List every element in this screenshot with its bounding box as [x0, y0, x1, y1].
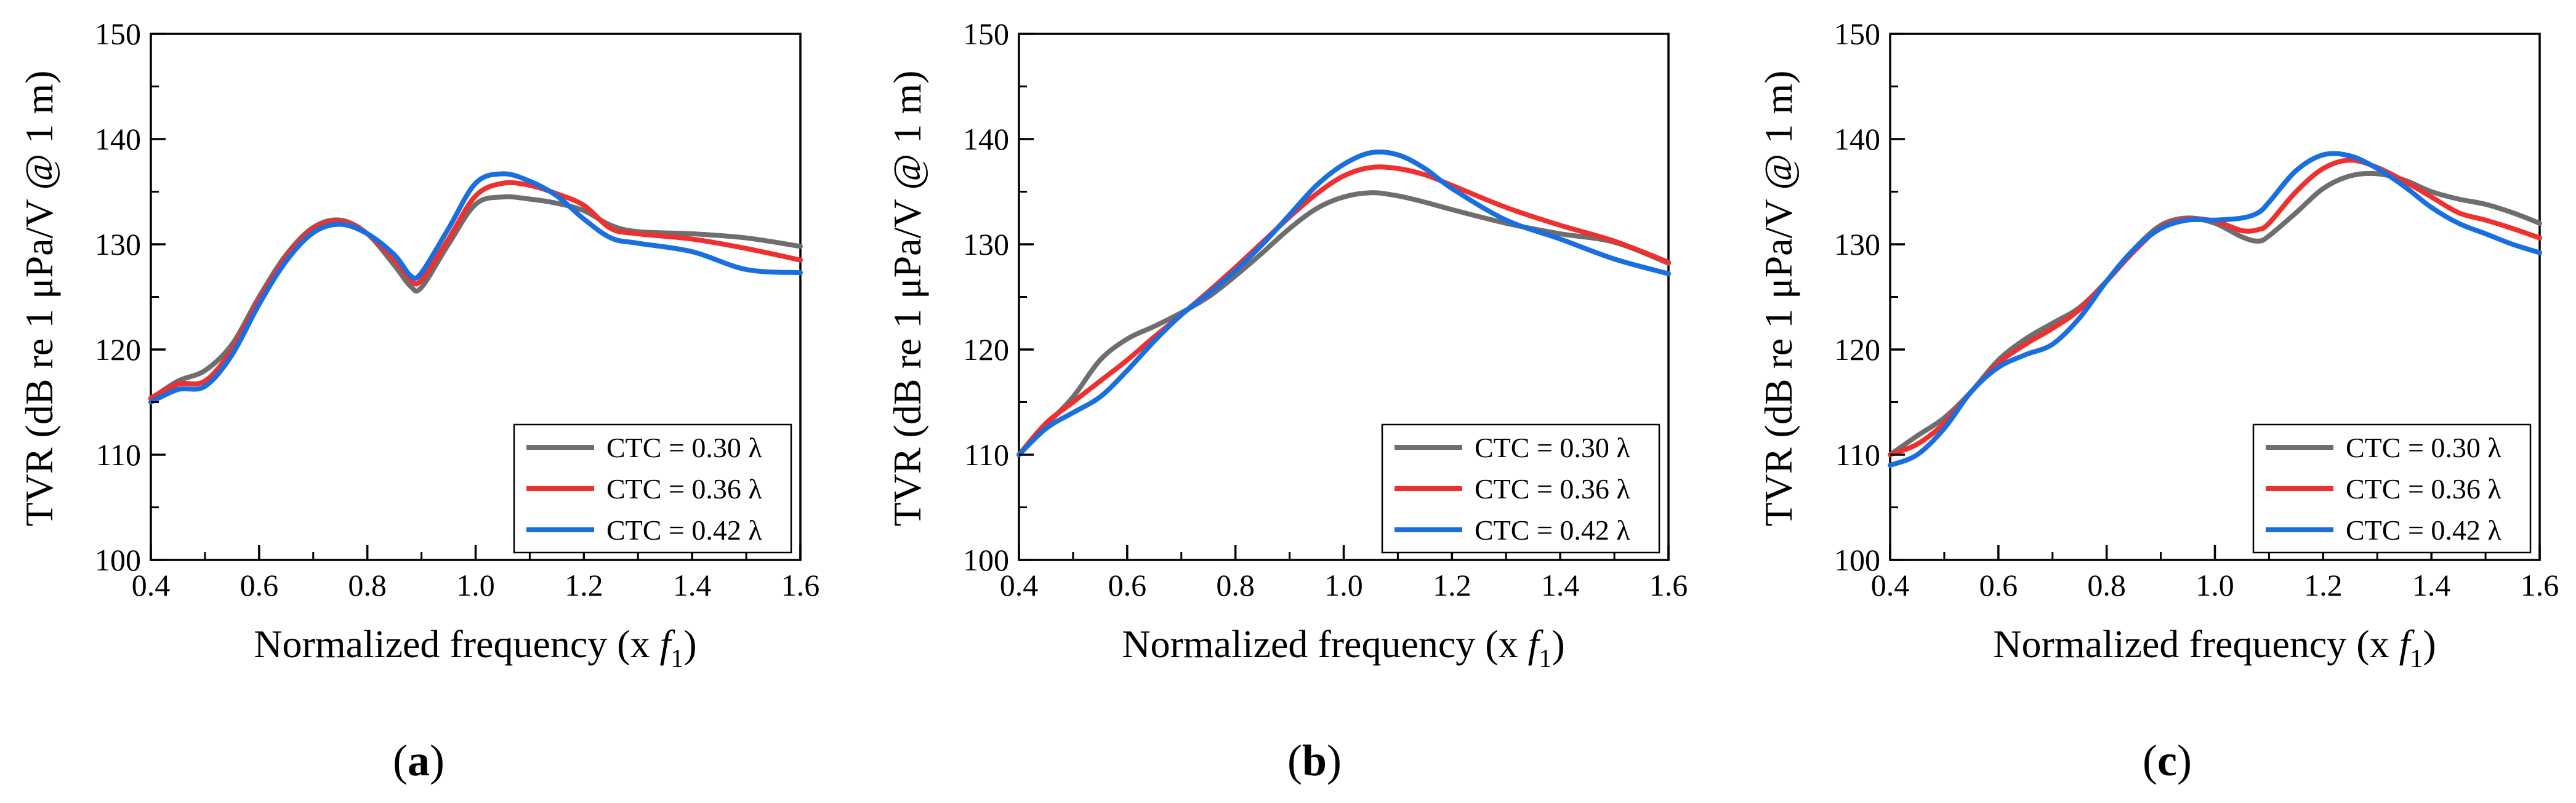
series-line-ctc-0-42 — [1888, 151, 2542, 468]
panel-label: (c) — [2143, 736, 2192, 785]
series-line-ctc-0-36 — [1016, 164, 1671, 457]
x-tick-label: 1.6 — [1649, 568, 1688, 602]
y-axis-label: TVR (dB re 1 μPa/V @ 1 m) — [885, 71, 929, 527]
x-tick-label: 1.4 — [2412, 568, 2451, 602]
x-tick-label: 1.0 — [2196, 568, 2234, 602]
y-axis-label: TVR (dB re 1 μPa/V @ 1 m) — [17, 71, 61, 527]
x-tick-label: 1.6 — [781, 568, 820, 602]
x-tick-label: 0.4 — [1871, 568, 1910, 602]
legend: CTC = 0.30 λ CTC = 0.36 λ CTC = 0.42 λ — [513, 423, 792, 554]
panel-label: (b) — [1287, 736, 1342, 785]
y-tick-label: 120 — [963, 332, 1009, 367]
y-tick-label: 100 — [95, 543, 141, 577]
x-tick-label: 0.8 — [1216, 568, 1255, 602]
series-line-ctc-0-42 — [1016, 150, 1671, 457]
axis-layer: 0.4 0.6 0.8 1.0 1.2 1.4 1.6 100 110 120 130 140 150 — [963, 17, 1688, 602]
legend-label-ctc-030: CTC = 0.30 λ — [606, 432, 762, 463]
y-tick-label: 140 — [1834, 122, 1880, 156]
x-tick-label: 1.4 — [673, 568, 712, 602]
y-tick-label: 100 — [1834, 543, 1880, 577]
y-tick-label: 150 — [1834, 17, 1880, 51]
legend-label-ctc-036: CTC = 0.36 λ — [606, 473, 762, 505]
x-tick-label: 1.2 — [1433, 568, 1471, 602]
y-tick-label: 130 — [95, 227, 141, 262]
x-tick-label: 1.6 — [2521, 568, 2559, 602]
legend: CTC = 0.30 λ CTC = 0.36 λ CTC = 0.42 λ — [2252, 423, 2532, 554]
legend-label-ctc-042: CTC = 0.42 λ — [2346, 514, 2502, 546]
series-line-ctc-0-42 — [148, 171, 803, 405]
x-tick-label: 0.6 — [1979, 568, 2018, 602]
x-axis-label: Normalized frequency (x f1) — [254, 622, 696, 673]
y-tick-label: 100 — [963, 543, 1009, 577]
y-tick-label: 130 — [1834, 227, 1880, 262]
y-tick-label: 110 — [964, 437, 1009, 472]
series-layer — [148, 171, 803, 405]
series-line-ctc-0-36 — [1888, 158, 2542, 457]
legend-label-ctc-036: CTC = 0.36 λ — [2346, 473, 2502, 505]
x-tick-label: 0.4 — [132, 568, 171, 602]
x-tick-label: 1.0 — [1324, 568, 1363, 602]
x-tick-label: 1.2 — [565, 568, 603, 602]
x-tick-label: 0.6 — [240, 568, 279, 602]
legend-label-ctc-030: CTC = 0.30 λ — [2346, 432, 2502, 463]
x-tick-label: 1.0 — [456, 568, 495, 602]
x-tick-label: 0.6 — [1108, 568, 1147, 602]
y-tick-label: 140 — [95, 122, 141, 156]
series-layer — [1888, 151, 2542, 468]
series-layer — [1016, 150, 1671, 457]
panel-label: (a) — [393, 736, 445, 785]
y-tick-label: 150 — [963, 17, 1009, 51]
axis-layer: 0.4 0.6 0.8 1.0 1.2 1.4 1.6 100 110 120 130 140 150 — [1834, 17, 2559, 602]
y-tick-label: 140 — [963, 122, 1009, 156]
legend-label-ctc-036: CTC = 0.36 λ — [1475, 473, 1630, 505]
y-tick-label: 110 — [96, 437, 141, 472]
series-line-ctc-0-30 — [1016, 190, 1671, 457]
x-tick-label: 0.4 — [1000, 568, 1039, 602]
legend: CTC = 0.30 λ CTC = 0.36 λ CTC = 0.42 λ — [1381, 423, 1660, 554]
x-tick-label: 1.2 — [2304, 568, 2343, 602]
y-tick-label: 130 — [963, 227, 1009, 262]
axis-layer: 0.4 0.6 0.8 1.0 1.2 1.4 1.6 100 110 120 130 140 150 — [95, 17, 819, 602]
x-axis-label: Normalized frequency (x f1) — [1122, 622, 1564, 673]
chart-panel-a: TVR (dB re 1 μPa/V @ 1 m) 0.4 0.6 0.8 1.0 1.… — [17, 17, 819, 785]
x-axis-label: Normalized frequency (x f1) — [1993, 622, 2436, 673]
y-axis-label: TVR (dB re 1 μPa/V @ 1 m) — [1757, 71, 1800, 527]
x-tick-label: 0.8 — [348, 568, 387, 602]
legend-label-ctc-042: CTC = 0.42 λ — [1475, 514, 1630, 546]
y-tick-label: 150 — [95, 17, 141, 51]
y-tick-label: 120 — [1834, 332, 1880, 367]
x-tick-label: 1.4 — [1541, 568, 1580, 602]
legend-label-ctc-030: CTC = 0.30 λ — [1475, 432, 1630, 463]
legend-label-ctc-042: CTC = 0.42 λ — [606, 514, 762, 546]
y-tick-label: 120 — [95, 332, 141, 367]
y-tick-label: 110 — [1835, 437, 1880, 472]
x-tick-label: 0.8 — [2087, 568, 2126, 602]
